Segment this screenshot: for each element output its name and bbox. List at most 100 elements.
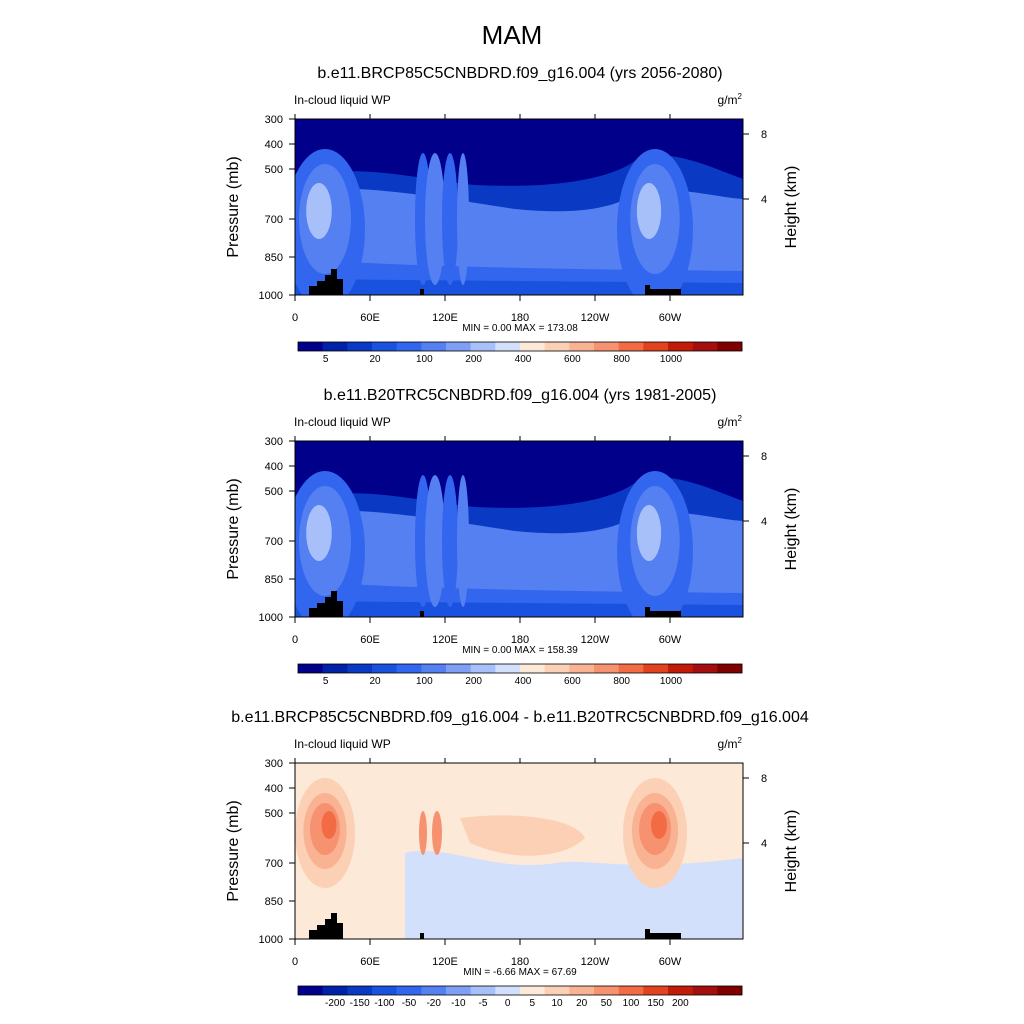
colorbar-swatch bbox=[668, 664, 693, 673]
colorbar-swatch bbox=[347, 986, 373, 995]
colorbar-swatch bbox=[717, 342, 743, 351]
colorbar-swatch bbox=[643, 342, 669, 351]
colorbar-label: 100 bbox=[416, 354, 433, 365]
colorbar-label: 5 bbox=[323, 676, 329, 687]
colorbar-swatch bbox=[643, 664, 669, 673]
x-tick-label: 60E bbox=[360, 312, 380, 324]
colorbar-swatch bbox=[298, 664, 323, 673]
colorbar-swatch bbox=[717, 664, 743, 673]
colorbar-swatch bbox=[692, 986, 718, 995]
x-tick-label: 120E bbox=[432, 634, 458, 646]
colorbar-label: 100 bbox=[416, 676, 433, 687]
colorbar-label: 100 bbox=[623, 998, 640, 1009]
y-tick-label: 400 bbox=[265, 139, 283, 151]
colorbar-swatch bbox=[594, 342, 619, 351]
x-tick-label: 120E bbox=[432, 956, 458, 968]
topography-andes bbox=[645, 285, 681, 295]
topography-maritime bbox=[420, 933, 424, 939]
y-right-axis-title: Height (km) bbox=[783, 810, 800, 893]
y-right-tick-label: 4 bbox=[761, 516, 767, 528]
colorbar-swatch bbox=[372, 342, 397, 351]
colorbar-swatch bbox=[347, 342, 373, 351]
colorbar-label: -20 bbox=[426, 998, 441, 1009]
y-tick-label: 850 bbox=[265, 896, 283, 908]
colorbar-label: 20 bbox=[576, 998, 588, 1009]
colorbar-swatch bbox=[470, 986, 496, 995]
y-tick-label: 1000 bbox=[259, 290, 283, 302]
increase-peak-2 bbox=[651, 811, 667, 839]
colorbar-swatch bbox=[396, 986, 422, 995]
increase-peak-1 bbox=[321, 811, 337, 839]
maritime-column-2 bbox=[425, 153, 445, 285]
colorbar-swatch bbox=[618, 986, 644, 995]
colorbar-label: 5 bbox=[530, 998, 536, 1009]
colorbar-swatch bbox=[692, 342, 718, 351]
colorbar-swatch bbox=[569, 986, 595, 995]
colorbar: 5 20 100 200 400 600 800 1000 bbox=[297, 341, 743, 365]
colorbar-swatch bbox=[520, 986, 545, 995]
topography-andes bbox=[645, 607, 681, 617]
colorbar-label: 200 bbox=[672, 998, 689, 1009]
colorbar-swatch bbox=[446, 342, 471, 351]
topography-maritime bbox=[420, 289, 424, 295]
x-tick-label: 60W bbox=[659, 956, 682, 968]
maritime-column-3 bbox=[442, 153, 458, 285]
y-tick-label: 500 bbox=[265, 808, 283, 820]
colorbar-label: 200 bbox=[465, 676, 482, 687]
colorbar-label: 5 bbox=[323, 354, 329, 365]
x-tick-label: 0 bbox=[292, 956, 298, 968]
x-tick-label: 60W bbox=[659, 312, 682, 324]
colorbar-swatch bbox=[495, 986, 521, 995]
panel-3: b.e11.BRCP85C5CNBDRD.f09_g16.004 - b.e11… bbox=[225, 709, 809, 1009]
colorbar-swatch bbox=[470, 664, 496, 673]
y-right-tick-label: 8 bbox=[761, 451, 767, 463]
variable-label: In-cloud liquid WP bbox=[294, 93, 391, 107]
colorbar-swatch bbox=[618, 664, 644, 673]
colorbar-label: 600 bbox=[564, 676, 581, 687]
colorbar-swatch bbox=[668, 342, 693, 351]
convective-peak-1 bbox=[306, 505, 332, 561]
plot-area: 300 400 500 700 850 1000 8 4 0 60E 120E 180 120W 60W bbox=[259, 758, 767, 968]
colorbar-swatch bbox=[668, 986, 693, 995]
y-tick-label: 1000 bbox=[259, 612, 283, 624]
y-axis-title: Pressure (mb) bbox=[225, 800, 242, 901]
y-tick-label: 700 bbox=[265, 214, 283, 226]
y-tick-label: 400 bbox=[265, 783, 283, 795]
maritime-increase-2 bbox=[432, 811, 442, 855]
convective-peak-2 bbox=[636, 183, 662, 239]
colorbar-label: -10 bbox=[451, 998, 466, 1009]
y-tick-label: 400 bbox=[265, 461, 283, 473]
y-tick-label: 500 bbox=[265, 486, 283, 498]
panel-title: b.e11.B20TRC5CNBDRD.f09_g16.004 (yrs 198… bbox=[324, 387, 717, 404]
x-tick-label: 180 bbox=[511, 312, 529, 324]
y-tick-label: 850 bbox=[265, 252, 283, 264]
panel-2: b.e11.B20TRC5CNBDRD.f09_g16.004 (yrs 198… bbox=[225, 387, 800, 687]
colorbar-swatch bbox=[594, 986, 619, 995]
colorbar-label: 150 bbox=[647, 998, 664, 1009]
y-tick-label: 300 bbox=[265, 758, 283, 770]
field bbox=[295, 763, 743, 939]
y-tick-label: 700 bbox=[265, 858, 283, 870]
colorbar-label: 600 bbox=[564, 354, 581, 365]
colorbar-label: 400 bbox=[515, 676, 532, 687]
plot-area: 300 400 500 700 850 1000 8 4 0 60E 120E 180 120W 60W bbox=[259, 436, 767, 646]
y-axis-title: Pressure (mb) bbox=[225, 156, 242, 257]
colorbar-swatch bbox=[618, 342, 644, 351]
topography-andes bbox=[645, 929, 681, 939]
y-right-tick-label: 4 bbox=[761, 194, 767, 206]
colorbar-label: 0 bbox=[505, 998, 511, 1009]
colorbar-swatch bbox=[470, 342, 496, 351]
stats-label: MIN = 0.00 MAX = 158.39 bbox=[462, 645, 578, 656]
colorbar-label: 50 bbox=[601, 998, 613, 1009]
negative-region bbox=[405, 850, 743, 939]
maritime-column-3 bbox=[442, 475, 458, 607]
y-tick-label: 850 bbox=[265, 574, 283, 586]
colorbar-swatch bbox=[446, 664, 471, 673]
colorbar-label: 400 bbox=[515, 354, 532, 365]
colorbar-swatch bbox=[594, 664, 619, 673]
x-tick-label: 60E bbox=[360, 634, 380, 646]
colorbar-swatch bbox=[446, 986, 471, 995]
colorbar-swatch bbox=[372, 986, 397, 995]
positive-region-central bbox=[460, 815, 585, 856]
variable-label: In-cloud liquid WP bbox=[294, 415, 391, 429]
